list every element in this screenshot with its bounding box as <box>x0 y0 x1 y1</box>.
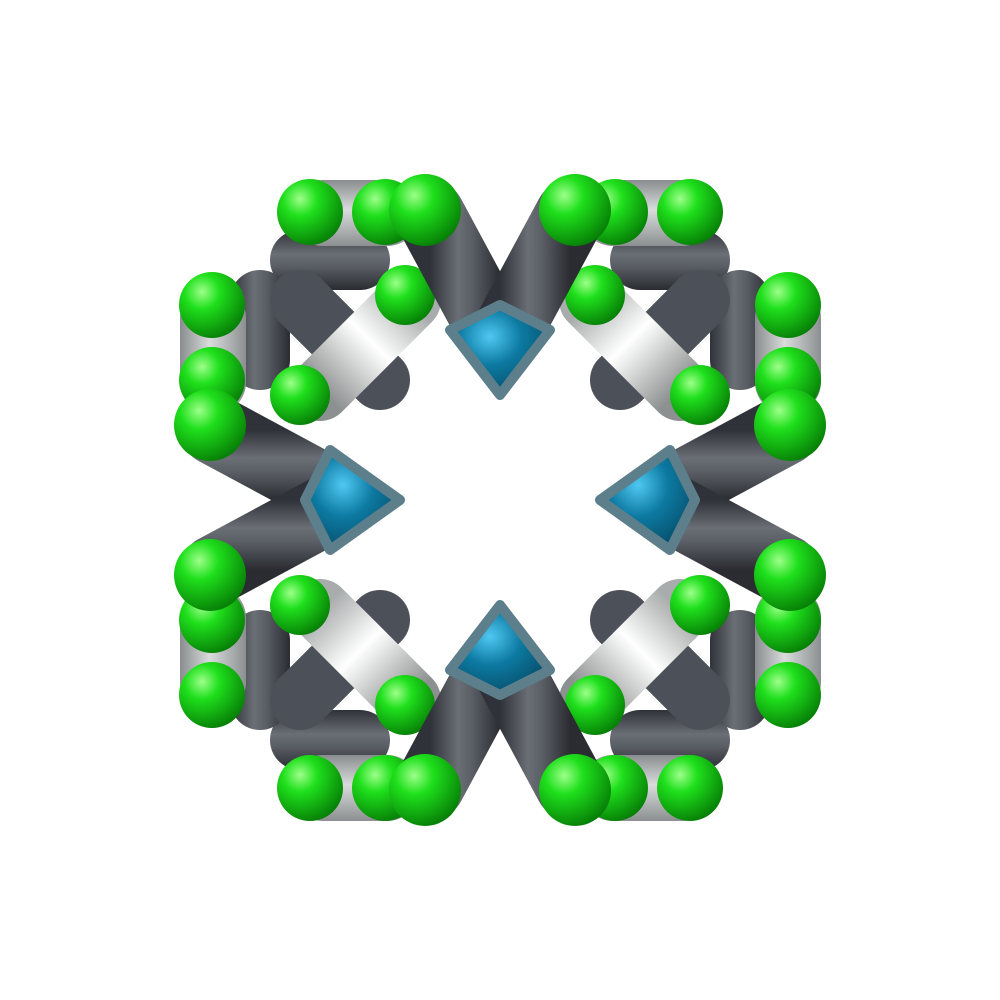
bottom-left-corner <box>179 585 420 821</box>
top-right-corner <box>580 179 821 415</box>
bottom-v-arm <box>389 600 611 826</box>
top-v-arm <box>389 174 611 400</box>
inner-bonds <box>270 265 730 735</box>
right-v-arm <box>595 389 826 611</box>
left-v-arm <box>174 389 405 611</box>
